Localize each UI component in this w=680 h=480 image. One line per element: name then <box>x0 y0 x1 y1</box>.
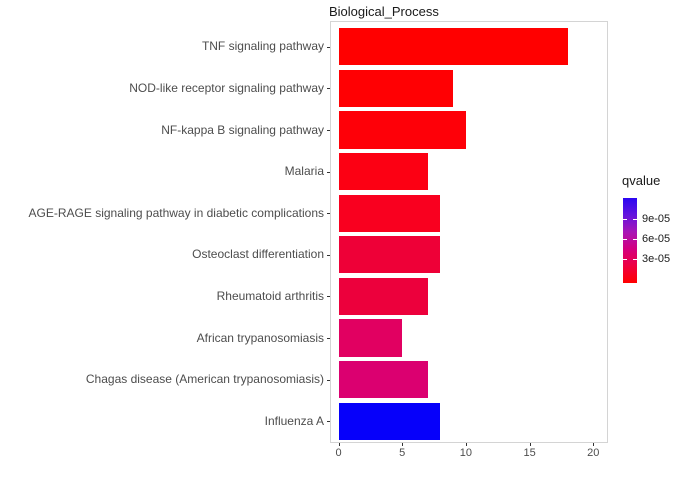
colorbar-tick <box>633 219 637 221</box>
bar <box>338 360 428 399</box>
colorbar-tick <box>633 239 637 241</box>
y-axis-label: Osteoclast differentiation <box>192 247 324 262</box>
y-axis-label: NOD-like receptor signaling pathway <box>129 80 324 95</box>
y-axis-label: African trypanosomiasis <box>196 330 324 345</box>
x-tick-label: 0 <box>335 447 342 459</box>
x-tick-label: 5 <box>399 447 406 459</box>
y-axis-label: Rheumatoid arthritis <box>216 288 324 303</box>
bar <box>338 236 441 274</box>
legend-tick-label: 9e-05 <box>642 213 671 226</box>
y-tick <box>327 213 330 214</box>
colorbar-tick <box>623 219 627 221</box>
bar <box>338 69 454 108</box>
y-tick <box>327 380 330 381</box>
y-tick <box>327 421 330 422</box>
colorbar-tick <box>623 259 627 261</box>
y-tick <box>327 172 330 173</box>
y-axis-label: AGE-RAGE signaling pathway in diabetic c… <box>28 205 324 220</box>
y-tick <box>327 47 330 48</box>
y-tick <box>327 255 330 256</box>
legend-colorbar <box>623 198 637 283</box>
x-tick-label: 15 <box>523 447 536 459</box>
legend-tick-label: 6e-05 <box>642 233 671 246</box>
colorbar-tick <box>623 239 627 241</box>
bar <box>338 402 441 440</box>
y-tick <box>327 338 330 339</box>
y-tick <box>327 130 330 131</box>
y-axis-label: Influenza A <box>264 413 324 428</box>
legend-title: qvalue <box>622 173 661 188</box>
y-axis-label: TNF signaling pathway <box>201 39 324 54</box>
x-tick <box>465 443 467 446</box>
x-tick-label: 20 <box>587 447 600 459</box>
x-tick-label: 10 <box>459 447 473 459</box>
bar <box>338 28 568 66</box>
colorbar-tick <box>633 259 637 261</box>
bar <box>338 194 441 232</box>
y-axis-label: NF-kappa B signaling pathway <box>161 122 324 137</box>
bar <box>338 111 466 149</box>
chart-title: Biological_Process <box>329 4 439 19</box>
bar <box>338 152 428 191</box>
x-tick <box>529 443 531 446</box>
y-axis-label: Chagas disease (American trypanosomiasis… <box>85 372 324 387</box>
x-tick <box>402 443 404 446</box>
bar <box>338 319 403 357</box>
bar <box>338 277 428 316</box>
x-tick <box>593 443 595 446</box>
y-tick <box>327 296 330 297</box>
y-axis-label: Malaria <box>284 164 324 179</box>
x-tick <box>338 443 340 446</box>
y-tick <box>327 88 330 89</box>
legend-tick-label: 3e-05 <box>642 253 671 266</box>
